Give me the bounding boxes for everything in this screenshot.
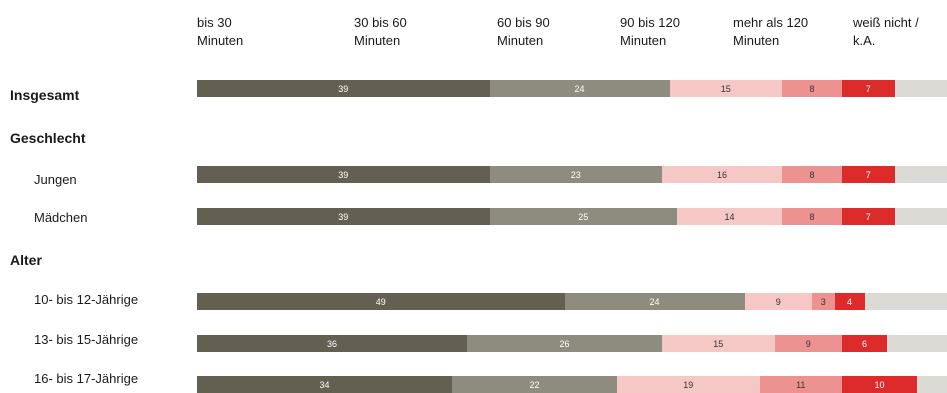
bar-value-label: 34: [319, 380, 329, 390]
bar-value-label: 11: [796, 380, 805, 390]
bar-value-label: 7: [866, 170, 871, 180]
bar-segment: 10: [842, 376, 917, 393]
bar-value-label: 26: [559, 339, 569, 349]
bar-value-label: 39: [338, 84, 348, 94]
bar-segment: [895, 208, 947, 225]
bar-value-label: 15: [721, 84, 731, 94]
row-label: 16- bis 17-Jährige: [34, 371, 138, 386]
bar-segment: 7: [842, 208, 895, 225]
bar-segment: 3: [812, 293, 835, 310]
group-label: Alter: [10, 252, 42, 268]
bar-value-label: 10: [874, 380, 884, 390]
bar-segment: [895, 166, 947, 183]
bar-value-label: 9: [776, 297, 781, 307]
legend-entry-1: bis 30 Minuten: [197, 14, 243, 50]
group-label: Geschlecht: [10, 130, 85, 146]
bar-segment: 24: [490, 80, 670, 97]
bar-value-label: 22: [529, 380, 539, 390]
bar-segment: 7: [842, 80, 895, 97]
row-label: Jungen: [34, 172, 77, 187]
legend-entry-2: 30 bis 60 Minuten: [354, 14, 407, 50]
bar-segment: 8: [782, 166, 842, 183]
row-label: Mädchen: [34, 210, 87, 225]
row-label: 10- bis 12-Jährige: [34, 292, 138, 307]
bar-segment: 34: [197, 376, 452, 393]
bar-segment: 11: [760, 376, 843, 393]
bar-segment: 16: [662, 166, 782, 183]
bar-value-label: 49: [376, 297, 386, 307]
bar-segment: 6: [842, 335, 887, 352]
bar-value-label: 24: [649, 297, 659, 307]
bar-segment: 23: [490, 166, 663, 183]
bar-value-label: 16: [717, 170, 727, 180]
row-label: 13- bis 15-Jährige: [34, 332, 138, 347]
bar-segment: 24: [565, 293, 745, 310]
bar-value-label: 8: [809, 84, 814, 94]
bar-segment: [887, 335, 947, 352]
bar-value-label: 15: [713, 339, 723, 349]
bar-value-label: 19: [683, 380, 693, 390]
bar-segment: [865, 293, 947, 310]
bar-segment: 14: [677, 208, 782, 225]
bar-segment: 9: [745, 293, 813, 310]
legend-entry-5: mehr als 120 Minuten: [733, 14, 808, 50]
bar-value-label: 9: [806, 339, 811, 349]
bar-segment: 36: [197, 335, 467, 352]
legend-entry-6: weiß nicht / k.A.: [853, 14, 919, 50]
legend-entry-3: 60 bis 90 Minuten: [497, 14, 550, 50]
bar-segment: [895, 80, 947, 97]
bar-segment: 19: [617, 376, 760, 393]
bar-value-label: 24: [574, 84, 584, 94]
bar-value-label: 4: [847, 297, 852, 307]
bar-segment: 26: [467, 335, 662, 352]
bar-value-label: 36: [327, 339, 337, 349]
bar-value-label: 3: [821, 297, 826, 307]
bar-segment: 39: [197, 166, 490, 183]
bar-segment: 39: [197, 80, 490, 97]
bar-value-label: 39: [338, 212, 348, 222]
bar-segment: 4: [835, 293, 865, 310]
bar-segment: 25: [490, 208, 678, 225]
bar-segment: 8: [782, 208, 842, 225]
bar-value-label: 7: [866, 212, 871, 222]
group-label: Insgesamt: [10, 87, 79, 103]
bar-value-label: 8: [809, 212, 814, 222]
bar-value-label: 25: [578, 212, 588, 222]
bar-segment: 39: [197, 208, 490, 225]
bar-value-label: 7: [866, 84, 871, 94]
bar-segment: 9: [775, 335, 843, 352]
bar-segment: 8: [782, 80, 842, 97]
bar-value-label: 39: [338, 170, 348, 180]
bar-segment: 49: [197, 293, 565, 310]
bar-value-label: 23: [571, 170, 581, 180]
bar-value-label: 14: [724, 212, 734, 222]
bar-value-label: 8: [809, 170, 814, 180]
bar-segment: 7: [842, 166, 895, 183]
bar-segment: 15: [662, 335, 775, 352]
bar-value-label: 6: [862, 339, 867, 349]
legend-entry-4: 90 bis 120 Minuten: [620, 14, 680, 50]
bar-segment: 22: [452, 376, 617, 393]
bar-segment: 15: [670, 80, 783, 97]
bar-segment: [917, 376, 947, 393]
